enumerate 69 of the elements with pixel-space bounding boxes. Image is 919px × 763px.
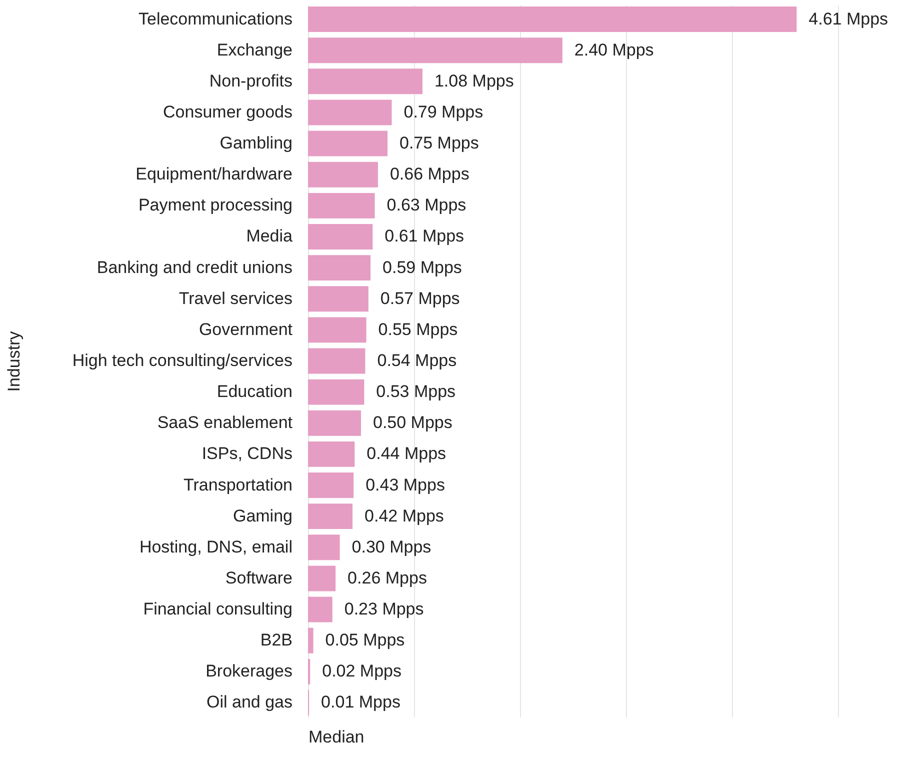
bar — [308, 100, 392, 126]
data-label: 0.26 Mpps — [348, 568, 427, 588]
data-label: 0.55 Mpps — [378, 320, 458, 339]
y-tick-label: Banking and credit unions — [96, 258, 292, 277]
bar — [308, 596, 332, 622]
y-tick-label: Education — [216, 382, 292, 402]
y-tick-label: Telecommunications — [138, 9, 292, 28]
bar — [308, 441, 355, 467]
bar — [308, 628, 314, 654]
y-tick-label: Government — [198, 320, 293, 339]
y-tick-label: Exchange — [216, 40, 292, 60]
data-label: 0.53 Mpps — [376, 382, 456, 402]
bar — [308, 162, 378, 188]
data-label: 0.23 Mpps — [344, 600, 424, 619]
y-tick-label: SaaS enablement — [157, 413, 293, 432]
data-label: 0.50 Mpps — [373, 413, 452, 432]
bar — [308, 38, 562, 64]
y-tick-label: Consumer goods — [163, 102, 292, 122]
bar — [308, 286, 368, 312]
y-tick-label: ISPs, CDNs — [202, 444, 292, 464]
data-label: 0.44 Mpps — [366, 444, 446, 464]
y-tick-label: Oil and gas — [206, 692, 292, 712]
bar — [308, 68, 422, 94]
data-label: 0.43 Mpps — [366, 475, 445, 494]
bar — [308, 224, 373, 250]
data-label: 4.61 Mpps — [808, 9, 888, 28]
bar — [308, 255, 371, 281]
y-tick-label: Non-profits — [209, 71, 292, 90]
y-tick-label: Media — [246, 226, 294, 246]
y-tick-label: Gaming — [232, 506, 292, 526]
data-label: 0.63 Mpps — [386, 196, 466, 215]
x-axis-title: Median — [308, 728, 364, 746]
bar — [308, 504, 353, 530]
y-tick-label: Financial consulting — [143, 600, 292, 619]
y-tick-label: Brokerages — [206, 662, 292, 681]
bar — [308, 6, 797, 32]
bar — [308, 317, 366, 343]
data-label: 0.57 Mpps — [380, 288, 460, 308]
data-label: 0.75 Mpps — [400, 134, 479, 153]
bar — [308, 534, 340, 560]
bar — [308, 130, 388, 156]
bar — [308, 379, 364, 405]
bar — [308, 472, 354, 498]
y-tick-label: Hosting, DNS, email — [139, 537, 292, 556]
y-tick-label: Software — [225, 568, 292, 588]
data-label: 0.02 Mpps — [322, 662, 402, 681]
y-tick-label: Transportation — [184, 475, 292, 494]
data-label: 1.08 Mpps — [434, 71, 514, 90]
data-label: 0.54 Mpps — [377, 351, 457, 370]
data-label: 0.61 Mpps — [384, 226, 464, 246]
y-tick-label: Travel services — [178, 288, 292, 308]
y-tick-label: B2B — [260, 630, 292, 650]
bar — [308, 410, 361, 436]
y-tick-label: Payment processing — [138, 196, 292, 215]
y-tick-label: Equipment/hardware — [136, 164, 292, 184]
data-label: 0.30 Mpps — [352, 537, 432, 556]
data-label: 0.01 Mpps — [321, 692, 400, 712]
bar — [308, 566, 336, 592]
y-tick-label: High tech consulting/services — [72, 351, 292, 370]
bar — [308, 348, 366, 374]
data-label: 0.79 Mpps — [404, 102, 484, 122]
data-label: 0.05 Mpps — [325, 630, 405, 650]
bar — [308, 192, 375, 218]
data-label: 0.42 Mpps — [364, 506, 444, 526]
y-tick-label: Gambling — [220, 134, 292, 153]
data-label: 0.59 Mpps — [382, 258, 462, 277]
data-label: 0.66 Mpps — [390, 164, 470, 184]
y-axis-title: Industry — [4, 330, 24, 392]
data-label: 2.40 Mpps — [574, 40, 654, 60]
